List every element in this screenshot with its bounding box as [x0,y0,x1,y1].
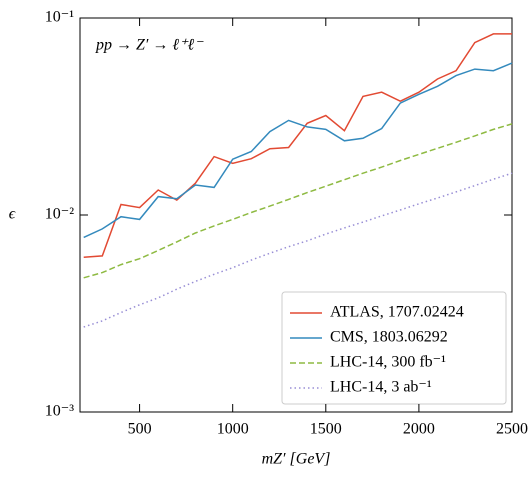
annotation: pp → Z′ → ℓ⁺ℓ⁻ [95,37,204,54]
x-tick-label: 2500 [496,421,528,438]
legend-label: LHC-14, 3 ab⁻¹ [330,379,432,396]
legend-label: ATLAS, 1707.02424 [330,304,464,321]
series-line [83,33,512,259]
y-axis-label: ϵ [9,206,16,223]
series-line [83,123,513,279]
x-axis-label: mZ′ [GeV] [262,451,331,468]
x-tick-label: 500 [128,421,152,438]
x-tick-label: 1000 [217,421,249,438]
y-tick-label: 10⁻³ [45,403,74,420]
series-line [83,172,513,328]
y-tick-label: 10⁻² [45,206,74,223]
series-line [83,62,513,239]
x-tick-label: 2000 [403,421,435,438]
legend-box [281,291,507,405]
legend-label: LHC-14, 300 fb⁻¹ [330,354,446,371]
y-tick-label: 10⁻¹ [45,9,74,26]
x-tick-label: 1500 [310,421,342,438]
legend-label: CMS, 1803.06292 [330,329,448,346]
